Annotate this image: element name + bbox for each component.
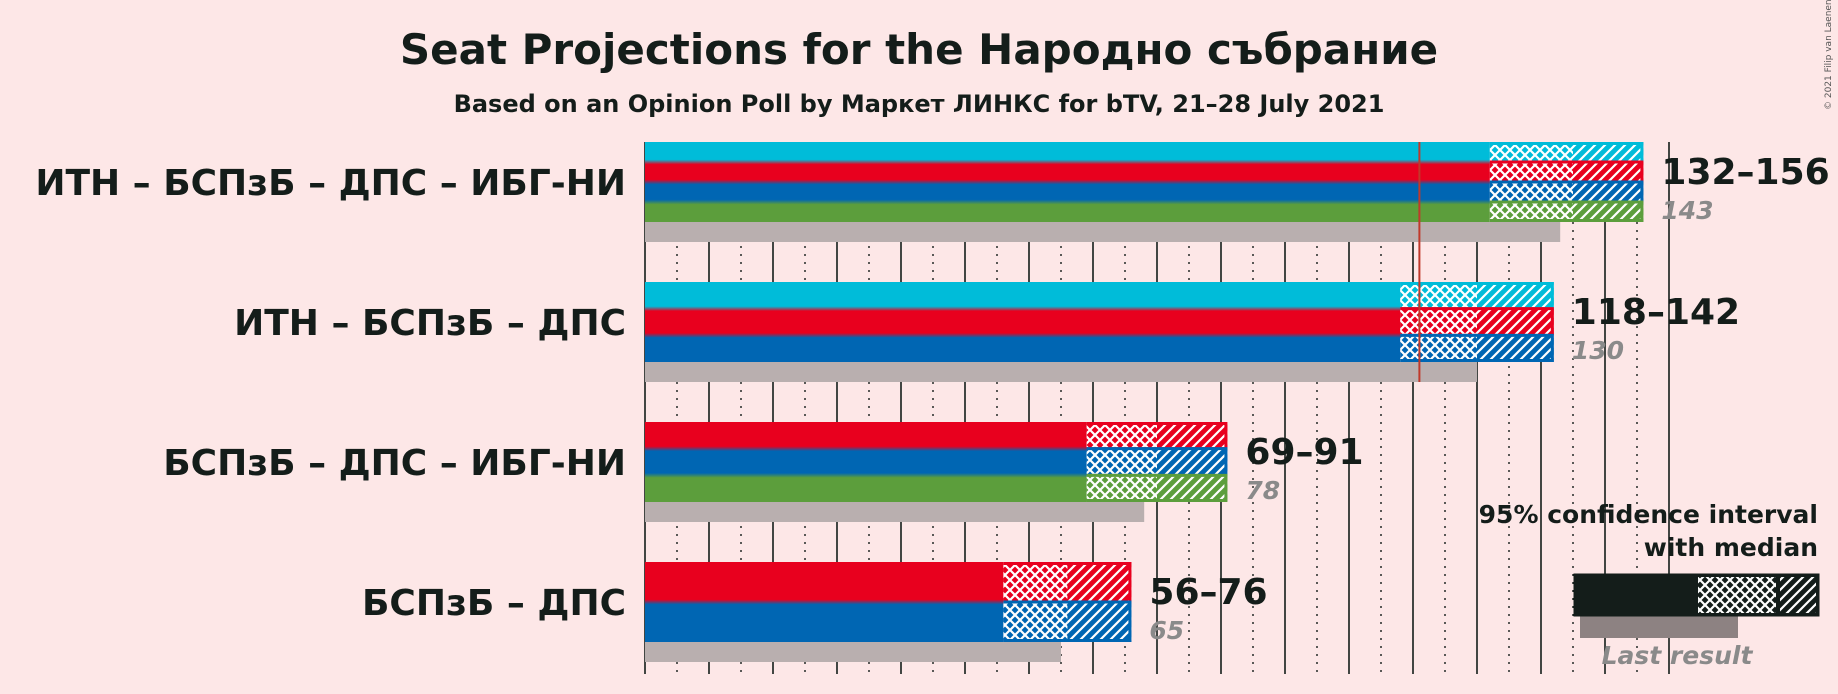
legend-diag-bar — [1780, 577, 1816, 613]
last-result-bar — [645, 502, 1145, 522]
party-outline-ИБГ-НИ — [1086, 473, 1228, 502]
last-result-bar — [645, 642, 1061, 662]
diagonal-hatch-segment — [1157, 475, 1228, 502]
legend-solid-bar — [1575, 575, 1696, 615]
diagonal-hatch-segment — [1477, 335, 1554, 362]
crosshatch-segment — [1086, 448, 1157, 476]
coalition-solid-bar — [645, 562, 1004, 642]
coalition-solid-bar — [645, 282, 1401, 362]
party-outline-ДПС — [1003, 600, 1132, 642]
median-label: 143 — [1661, 196, 1713, 225]
legend-title-line1: 95% confidence interval — [1479, 500, 1818, 529]
crosshatch-segment — [1400, 282, 1477, 309]
coalition-labels: ИТН – БСПзБ – ДПС – ИБГ-НИ 132–156 143 ИТН … — [35, 152, 1829, 645]
diagonal-hatch-segment — [1067, 562, 1132, 602]
range-label: 56–76 — [1149, 572, 1267, 613]
crosshatch-segment — [1003, 562, 1068, 602]
coalition-label: ИТН – БСПзБ – ДПС — [234, 303, 626, 344]
median-label: 65 — [1149, 616, 1184, 645]
crosshatch-segment — [1489, 182, 1573, 202]
crosshatch-segment — [1003, 602, 1068, 642]
crosshatch-segment — [1489, 162, 1573, 182]
party-outline-ДПС — [1400, 333, 1554, 362]
range-label: 118–142 — [1572, 292, 1740, 333]
coalition-label: БСПзБ – ДПС — [362, 583, 626, 624]
crosshatch-segment — [1086, 475, 1157, 502]
chart-title: Seat Projections for the Народно събрани… — [400, 25, 1438, 74]
copyright-note: © 2021 Filip van Laenen — [1824, 0, 1834, 110]
coalition-solid-bar — [645, 142, 1490, 222]
diagonal-hatch-segment — [1477, 282, 1554, 309]
range-label: 132–156 — [1661, 152, 1829, 193]
crosshatch-segment — [1086, 422, 1157, 449]
diagonal-hatch-segment — [1067, 602, 1132, 642]
diagonal-hatch-segment — [1573, 142, 1644, 162]
legend-outline — [1573, 573, 1820, 617]
coalition-solid-bar — [645, 422, 1087, 502]
crosshatch-segment — [1400, 335, 1477, 362]
diagonal-hatch-segment — [1573, 202, 1644, 222]
last-result-bar — [645, 222, 1561, 242]
median-label: 130 — [1572, 336, 1624, 365]
diagonal-hatch-segment — [1573, 182, 1644, 202]
diagonal-hatch-segment — [1157, 448, 1228, 476]
crosshatch-segment — [1489, 142, 1573, 162]
diagonal-hatch-segment — [1157, 422, 1228, 449]
chart-subtitle: Based on an Opinion Poll by Маркет ЛИНКС… — [454, 90, 1385, 118]
legend: 95% confidence interval with median Last… — [1479, 500, 1820, 670]
diagonal-hatch-segment — [1573, 162, 1644, 182]
coalition-label: БСПзБ – ДПС – ИБГ-НИ — [163, 443, 626, 484]
legend-title-line2: with median — [1644, 533, 1818, 562]
party-outline-ИБГ-НИ — [1489, 200, 1644, 222]
diagonal-hatch-segment — [1477, 308, 1554, 336]
legend-crosshatch-bar — [1698, 577, 1776, 613]
crosshatch-segment — [1489, 202, 1573, 222]
crosshatch-segment — [1400, 308, 1477, 336]
coalition-bars — [645, 142, 1644, 662]
coalition-label: ИТН – БСПзБ – ДПС – ИБГ-НИ — [35, 163, 626, 204]
range-label: 69–91 — [1245, 432, 1363, 473]
median-label: 78 — [1245, 476, 1280, 505]
last-result-bar — [645, 362, 1477, 382]
legend-last-result-label: Last result — [1602, 641, 1754, 670]
